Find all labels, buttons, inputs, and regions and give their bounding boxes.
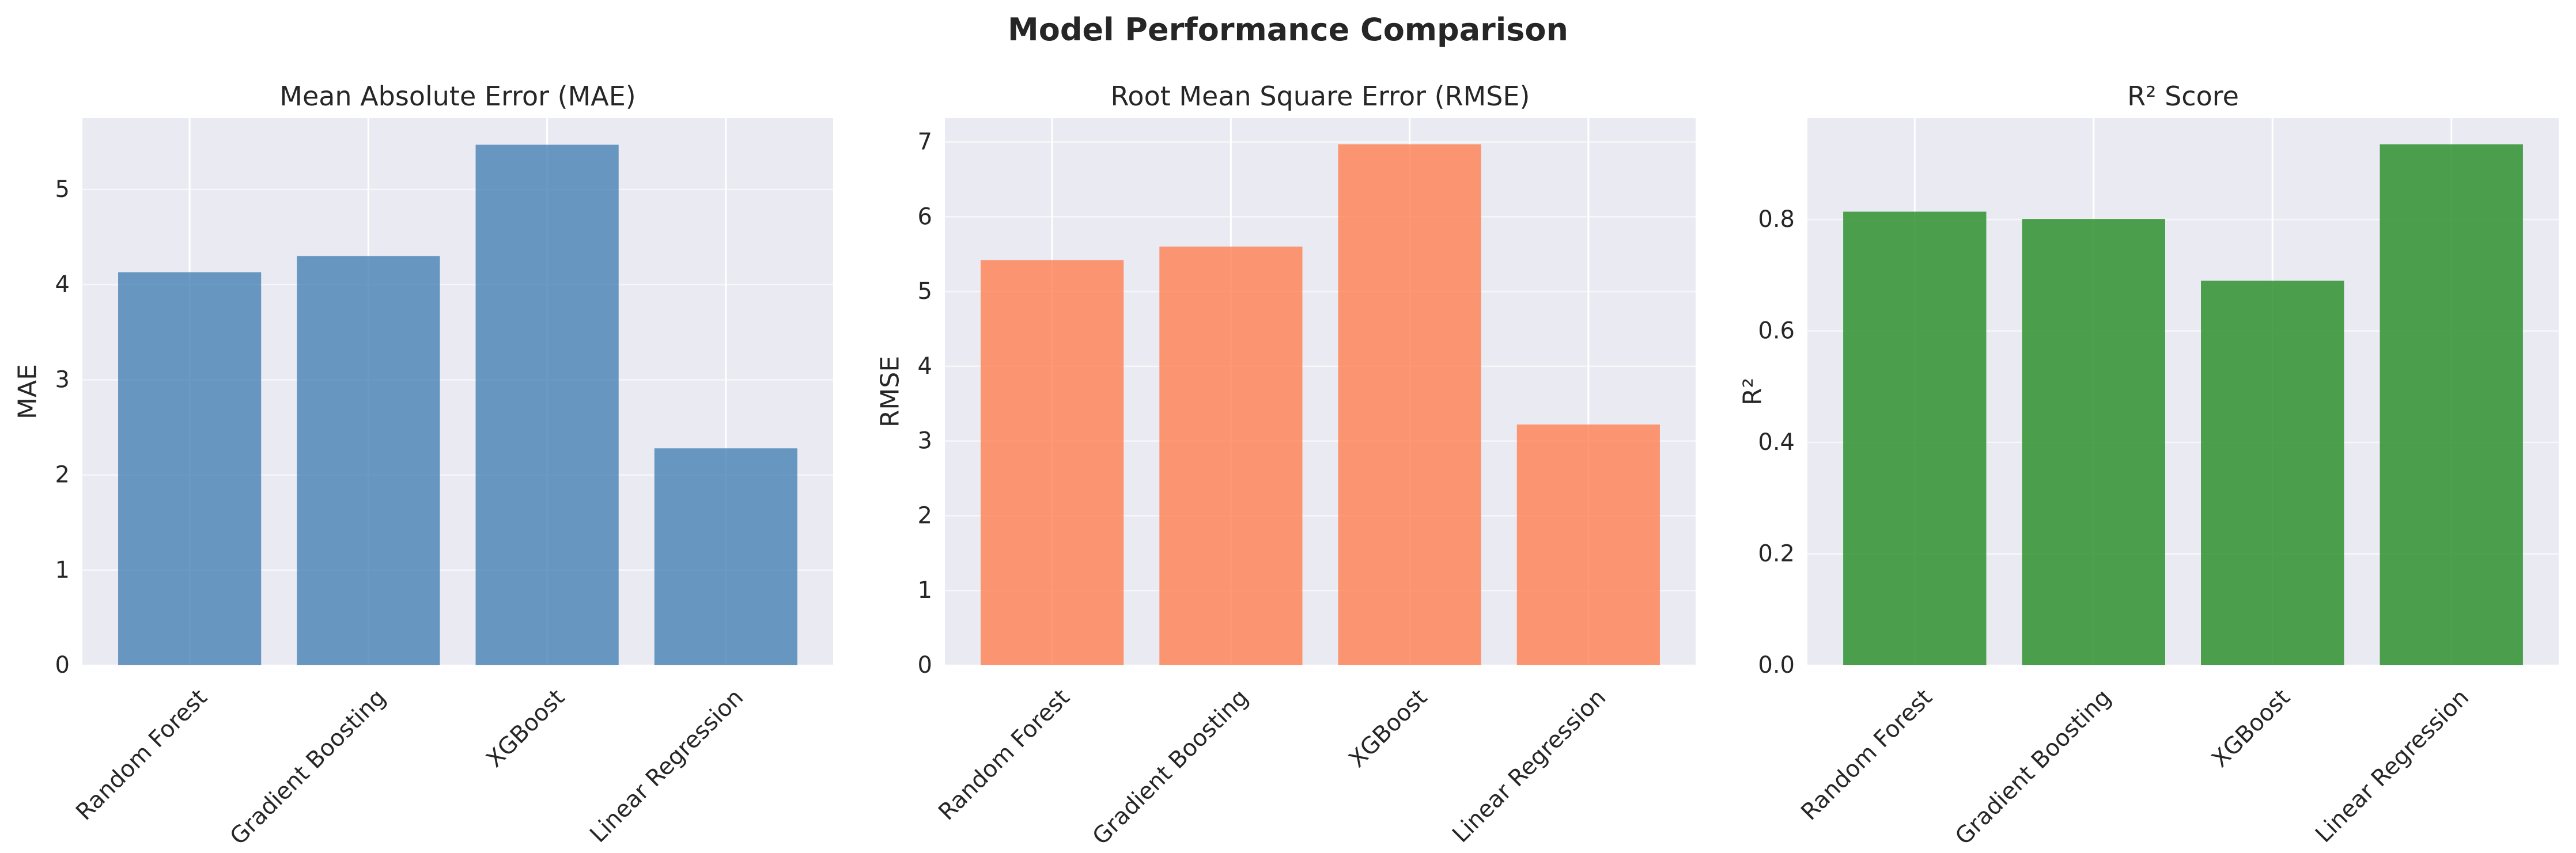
chart-panel-1: 0 1 2 3 4 5 Random Forest Gradient Boosting XGBo… <box>13 81 833 850</box>
bar-gradient-boosting <box>2022 219 2165 666</box>
chart-title: Root Mean Square Error (RMSE) <box>1111 81 1530 112</box>
y-tick-label: 2 <box>918 502 932 529</box>
chart-title: Mean Absolute Error (MAE) <box>279 81 636 112</box>
y-tick-label: 5 <box>918 278 932 305</box>
y-tick-label: 2 <box>55 462 70 488</box>
x-tick-label: Linear Regression <box>585 684 748 848</box>
x-tick-label: Linear Regression <box>2310 684 2474 848</box>
x-tick-label: Gradient Boosting <box>225 684 391 850</box>
x-tick-label: Random Forest <box>1796 684 1937 825</box>
x-tick-label: Linear Regression <box>1447 684 1611 848</box>
x-tick-label: Gradient Boosting <box>1088 684 1254 850</box>
bar-xgboost <box>475 145 619 665</box>
chart-title: R² Score <box>2127 81 2239 112</box>
y-tick-label: 1 <box>918 577 932 604</box>
y-tick-label: 3 <box>55 366 70 393</box>
y-tick-label: 3 <box>918 428 932 454</box>
figure-title: Model Performance Comparison <box>1008 12 1568 48</box>
y-tick-label: 1 <box>55 557 70 583</box>
y-tick-label: 7 <box>918 129 932 156</box>
bar-linear-regression <box>654 448 797 665</box>
bar-random-forest <box>981 260 1124 665</box>
y-tick-label: 6 <box>918 203 932 230</box>
x-tick-label: XGBoost <box>2207 684 2295 773</box>
bar-gradient-boosting <box>297 256 440 666</box>
y-tick-label: 5 <box>55 176 70 203</box>
x-tick-label: XGBoost <box>1344 684 1432 773</box>
x-tick-label: XGBoost <box>481 684 570 773</box>
bar-xgboost <box>1338 144 1481 666</box>
y-tick-label: 0 <box>918 652 932 678</box>
y-tick-label: 0.0 <box>1758 652 1795 678</box>
bar-gradient-boosting <box>1159 247 1303 666</box>
bar-linear-regression <box>2380 144 2523 665</box>
y-axis-label: RMSE <box>876 356 905 427</box>
bar-xgboost <box>2201 280 2344 665</box>
chart-panel-2: 0 1 2 3 4 5 6 7 Random Forest Gradient Boosting XG… <box>876 81 1696 850</box>
y-tick-label: 0 <box>55 652 70 678</box>
y-tick-label: 0.8 <box>1758 206 1795 233</box>
x-tick-label: Random Forest <box>933 684 1075 825</box>
x-tick-label: Gradient Boosting <box>1950 684 2116 850</box>
y-axis-label: MAE <box>13 364 43 419</box>
y-tick-label: 4 <box>918 353 932 380</box>
bar-linear-regression <box>1516 424 1660 665</box>
chart-panel-3: 0.0 0.2 0.4 0.6 0.8 Random Forest Gradient Boo… <box>1738 81 2559 850</box>
y-tick-label: 0.2 <box>1758 541 1795 567</box>
y-tick-label: 0.4 <box>1758 429 1795 456</box>
y-axis-label: R² <box>1738 378 1768 405</box>
y-tick-label: 0.6 <box>1758 318 1795 344</box>
bar-random-forest <box>118 272 262 665</box>
y-tick-label: 4 <box>55 271 70 298</box>
bar-random-forest <box>1843 211 1987 665</box>
x-tick-label: Random Forest <box>71 684 212 825</box>
